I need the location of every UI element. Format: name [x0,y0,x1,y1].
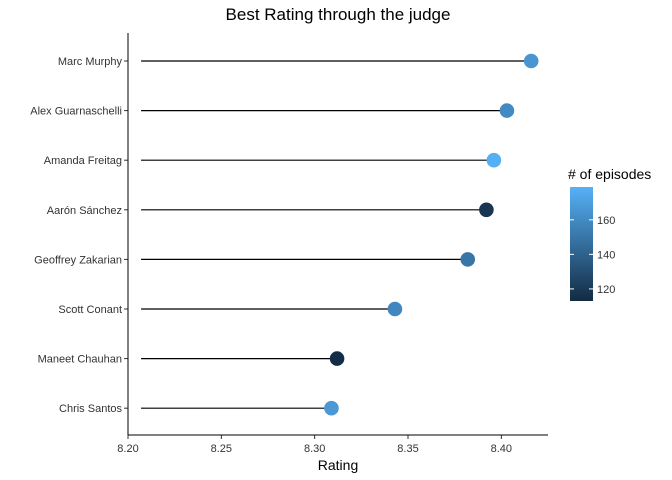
y-tick-label: Maneet Chauhan [38,354,122,366]
y-tick-label: Marc Murphy [58,56,123,68]
x-axis-label: Rating [318,457,358,473]
x-tick-label: 8.20 [117,443,138,455]
y-tick-label: Amanda Freitag [44,155,122,167]
legend-colorbar [570,187,593,301]
legend-title: # of episodes [568,166,651,182]
lollipop-point [329,351,345,366]
lollipop-point [523,53,539,69]
x-tick-label: 8.25 [211,443,232,455]
lollipop-point [324,400,339,416]
legend-tick-label: 140 [597,249,615,261]
y-tick-label: Geoffrey Zakarian [34,254,122,266]
legend-tick-label: 160 [597,215,615,227]
x-tick-label: 8.40 [491,443,512,455]
color-legend: # of episodes 120 140 160 [568,166,651,301]
plot-area: Marc Murphy Alex Guarnaschelli Amanda Frei… [30,53,539,455]
lollipop-point [486,152,502,168]
lollipop-point [460,252,476,267]
x-tick-label: 8.35 [397,443,418,455]
chart-title: Best Rating through the judge [226,5,451,24]
y-tick-label: Chris Santos [59,403,122,415]
lollipop-point [499,103,515,118]
legend-tick-label: 120 [597,284,615,296]
y-tick-label: Alex Guarnaschelli [30,106,122,118]
lollipop-point [387,301,403,317]
y-tick-label: Scott Conant [58,304,122,316]
y-tick-label: Aarón Sánchez [47,205,122,217]
x-tick-label: 8.30 [304,443,325,455]
lollipop-point [479,202,494,218]
